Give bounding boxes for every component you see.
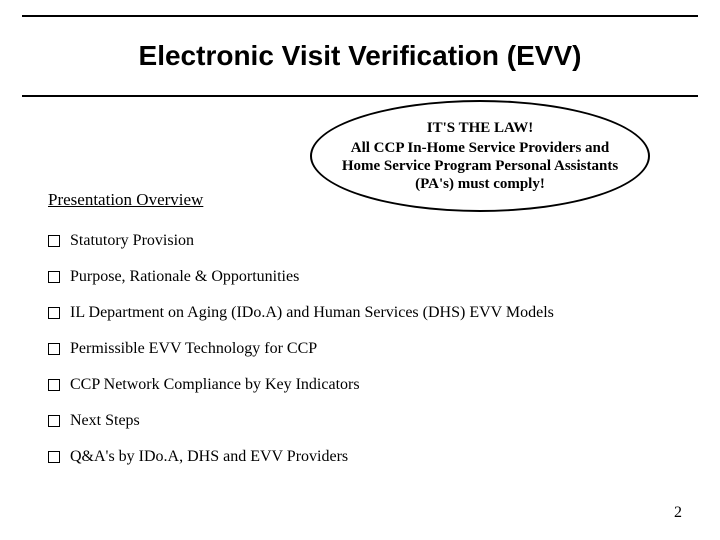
callout-heading: IT'S THE LAW!	[427, 120, 533, 137]
bullet-text: Statutory Provision	[70, 232, 194, 250]
bullet-text: Purpose, Rationale & Opportunities	[70, 268, 299, 286]
checkbox-icon	[48, 343, 60, 355]
overview-heading: Presentation Overview	[48, 190, 203, 210]
top-horizontal-rule	[22, 15, 698, 17]
page-title: Electronic Visit Verification (EVV)	[0, 40, 720, 72]
law-callout: IT'S THE LAW! All CCP In-Home Service Pr…	[310, 100, 650, 212]
list-item: Statutory Provision	[48, 232, 680, 250]
list-item: Permissible EVV Technology for CCP	[48, 340, 680, 358]
bullet-text: Q&A's by IDo.A, DHS and EVV Providers	[70, 448, 348, 466]
bullet-text: IL Department on Aging (IDo.A) and Human…	[70, 304, 554, 322]
checkbox-icon	[48, 451, 60, 463]
checkbox-icon	[48, 379, 60, 391]
checkbox-icon	[48, 307, 60, 319]
callout-body: All CCP In-Home Service Providers and Ho…	[332, 139, 628, 193]
bullet-text: Next Steps	[70, 412, 140, 430]
list-item: Q&A's by IDo.A, DHS and EVV Providers	[48, 448, 680, 466]
bullet-list: Statutory Provision Purpose, Rationale &…	[48, 232, 680, 484]
bullet-text: CCP Network Compliance by Key Indicators	[70, 376, 360, 394]
bullet-text: Permissible EVV Technology for CCP	[70, 340, 317, 358]
list-item: CCP Network Compliance by Key Indicators	[48, 376, 680, 394]
mid-horizontal-rule	[22, 95, 698, 97]
checkbox-icon	[48, 235, 60, 247]
list-item: IL Department on Aging (IDo.A) and Human…	[48, 304, 680, 322]
list-item: Next Steps	[48, 412, 680, 430]
checkbox-icon	[48, 271, 60, 283]
list-item: Purpose, Rationale & Opportunities	[48, 268, 680, 286]
page-number: 2	[674, 504, 682, 522]
checkbox-icon	[48, 415, 60, 427]
